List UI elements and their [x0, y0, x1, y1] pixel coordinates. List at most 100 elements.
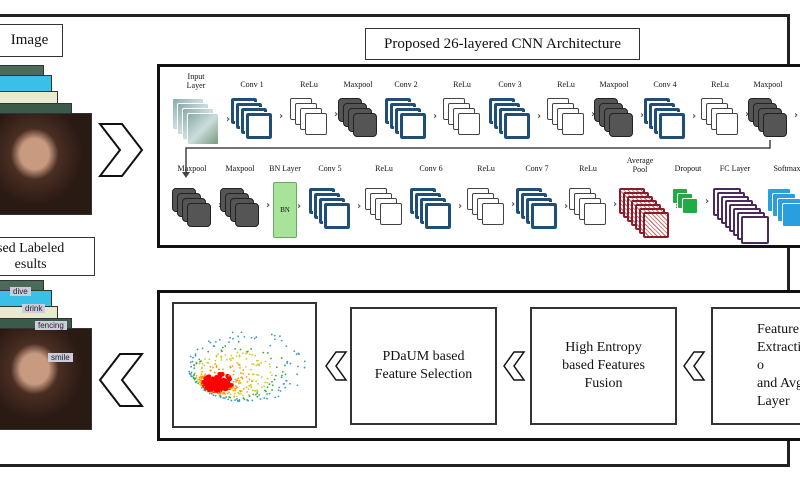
feature-fusion-step: High Entropy based Features Fusion — [530, 307, 677, 425]
scatter-point — [194, 353, 196, 356]
scatter-point — [238, 354, 240, 357]
scatter-point — [193, 372, 196, 375]
scatter-point — [221, 368, 224, 371]
scatter-point — [250, 336, 252, 339]
scatter-point — [227, 341, 230, 344]
scatter-point — [289, 362, 291, 365]
pool-feature-map — [235, 203, 259, 227]
action-label-tag: dive — [10, 287, 31, 296]
conv-feature-map — [658, 112, 686, 140]
scatter-point — [253, 389, 255, 392]
scatter-point — [189, 355, 192, 358]
scatter-point — [257, 363, 260, 366]
layer-label: ReLu — [711, 80, 729, 89]
conv-feature-map — [323, 202, 351, 230]
arrow-icon: › — [564, 201, 569, 212]
chevron-left-icon — [503, 351, 526, 381]
scatter-point — [238, 364, 241, 367]
conv-feature-map — [503, 112, 531, 140]
scatter-point — [277, 386, 280, 389]
scatter-point — [194, 381, 196, 384]
scatter-point — [231, 373, 234, 376]
scatter-point — [216, 374, 221, 380]
layer-label: Maxpool — [177, 164, 207, 173]
scatter-point — [192, 364, 195, 366]
scatter-point — [218, 394, 221, 397]
scatter-point — [196, 380, 198, 383]
row-connector-arrow — [182, 140, 771, 178]
layer-label: ReLu — [579, 164, 597, 173]
scatter-point — [285, 360, 288, 363]
scatter-point — [280, 357, 283, 359]
scatter-point — [196, 382, 199, 385]
scatter-point — [238, 367, 241, 369]
scatter-point — [268, 365, 271, 368]
scatter-point — [229, 354, 232, 357]
scatter-point — [252, 373, 255, 376]
layer-label: Softmax — [773, 164, 800, 173]
pool-feature-map — [609, 113, 633, 137]
relu-feature-map — [380, 203, 402, 225]
scatter-point — [198, 383, 201, 386]
scatter-point — [243, 335, 245, 338]
scatter-point — [194, 354, 197, 357]
scatter-point — [224, 354, 226, 356]
layer-label: BN Layer — [269, 164, 301, 173]
pool-feature-map — [763, 113, 787, 137]
scatter-point — [245, 357, 247, 360]
scatter-point — [212, 394, 214, 397]
scatter-point — [280, 339, 283, 342]
scatter-point — [274, 374, 277, 377]
scatter-point — [242, 398, 245, 401]
scatter-point — [252, 363, 255, 366]
scatter-point — [244, 366, 247, 368]
scatter-point — [241, 369, 244, 371]
scatter-point — [237, 382, 240, 384]
scatter-point — [273, 396, 276, 399]
scatter-point — [232, 380, 235, 383]
scatter-point — [248, 353, 251, 356]
scatter-point — [259, 362, 262, 364]
scatter-point — [203, 373, 206, 376]
scatter-point — [262, 385, 265, 388]
scatter-point — [265, 393, 268, 395]
scatter-point — [195, 362, 197, 365]
scatter-point — [245, 376, 248, 378]
scatter-point — [285, 362, 288, 364]
scatter-point — [255, 373, 258, 376]
layer-label: Average Pool — [626, 156, 654, 174]
scatter-point — [283, 386, 286, 389]
scatter-point — [303, 360, 306, 363]
scatter-point — [266, 351, 269, 354]
feature-scatter-plot — [172, 302, 317, 428]
scatter-point — [213, 363, 216, 365]
conv-feature-map — [424, 202, 452, 230]
scatter-point — [212, 345, 215, 347]
scatter-point — [249, 385, 252, 388]
arrow-icon: › — [537, 111, 542, 122]
scatter-point — [231, 386, 234, 389]
arrow-icon: › — [705, 196, 710, 207]
scatter-point — [236, 391, 239, 394]
scatter-point — [213, 359, 216, 362]
arrow-icon: › — [794, 110, 799, 121]
scatter-point — [250, 362, 253, 365]
scatter-point — [202, 364, 205, 367]
arrow-icon: › — [458, 201, 463, 212]
scatter-point — [223, 397, 226, 400]
arrow-icon: › — [226, 114, 231, 125]
scatter-point — [239, 376, 242, 379]
layer-label: Maxpool — [753, 80, 783, 89]
avg-feature-map — [643, 212, 669, 238]
scatter-point — [199, 384, 202, 387]
layer-label: Maxpool — [599, 80, 629, 89]
scatter-point — [227, 391, 230, 394]
scatter-point — [264, 390, 267, 393]
scatter-point — [226, 392, 229, 395]
scatter-point — [201, 347, 204, 350]
relu-feature-map — [562, 113, 584, 135]
scatter-point — [215, 366, 217, 369]
video-frame-face — [0, 328, 92, 430]
scatter-point — [208, 392, 211, 395]
scatter-point — [265, 397, 268, 400]
